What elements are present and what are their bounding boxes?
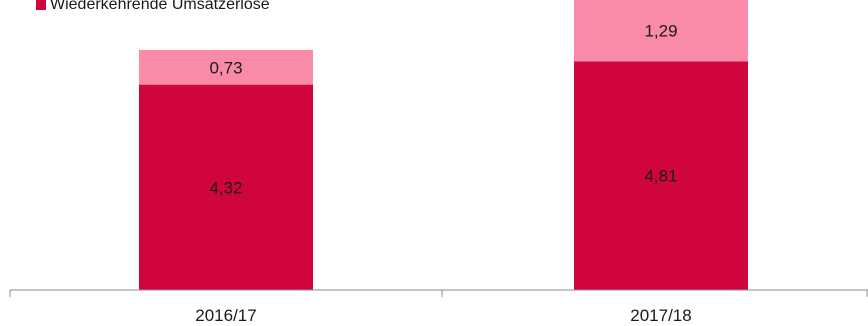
data-label-0-series-1: 0,73: [209, 58, 242, 77]
bar-1-series-0: [574, 61, 748, 291]
legend-label-series-0: Wiederkehrende Umsatzerlöse: [50, 0, 270, 13]
data-label-0-series-0: 4,32: [209, 178, 242, 197]
bar-0-series-1: [139, 49, 313, 85]
x-axis: [9, 289, 868, 297]
legend: Wiederkehrende Umsatzerlöse: [36, 0, 270, 13]
bars-group: 4,32 0,73 4,81 1,29: [139, 0, 748, 291]
legend-swatch-series-0: [36, 0, 46, 10]
data-label-1-series-1: 1,29: [644, 22, 677, 41]
x-tick-labels: 2016/17 2017/18: [195, 306, 691, 325]
bar-1-series-1: [574, 0, 748, 62]
data-label-1-series-0: 4,81: [644, 167, 677, 186]
x-tick-label-1: 2017/18: [630, 306, 691, 325]
x-tick-label-0: 2016/17: [195, 306, 256, 325]
bar-0-series-0: [139, 84, 313, 290]
